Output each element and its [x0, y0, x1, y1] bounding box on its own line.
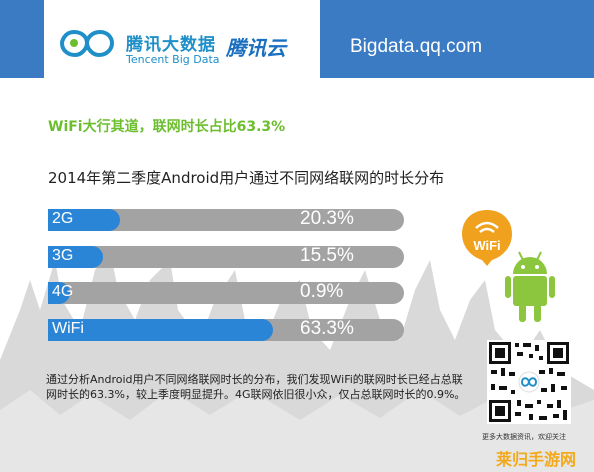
crowd-silhouette-illustration: [0, 250, 594, 472]
bar-value-3g: 15.5%: [300, 245, 354, 266]
bar-label-4g: 4G: [52, 283, 74, 300]
bar-label-2g: 2G: [52, 210, 74, 227]
bar-row-3g: 3G 15.5%: [48, 245, 404, 268]
bar-4g: [48, 282, 70, 304]
bar-wifi: [48, 319, 274, 341]
bar-row-4g: 4G 0.9%: [48, 281, 404, 304]
site-url[interactable]: Bigdata.qq.com: [350, 36, 483, 57]
chart-title: 2014年第二季度Android用户通过不同网络联网的时长分布: [48, 169, 445, 187]
bar-track: [48, 246, 404, 268]
description-text: 通过分析Android用户不同网络联网时长的分布，我们发现WiFi的联网时长已经…: [46, 373, 466, 401]
tencent-cloud-logo: 腾讯云: [226, 36, 286, 60]
qr-caption: 更多大数据资讯，欢迎关注: [482, 433, 566, 441]
bar-value-2g: 20.3%: [300, 208, 354, 229]
watermark-text: 莱归手游网: [496, 450, 577, 469]
wifi-badge-text: WiFi: [473, 238, 500, 253]
headline: WiFi大行其道，联网时长占比63.3%: [48, 119, 286, 135]
android-robot-icon: [505, 251, 555, 322]
qr-code[interactable]: [487, 340, 571, 424]
bar-label-wifi: WiFi: [52, 320, 84, 337]
bar-track: [48, 282, 404, 304]
bar-track: [48, 209, 404, 231]
bar-row-wifi: WiFi 63.3%: [48, 318, 404, 341]
brand-name-en: Tencent Big Data: [126, 53, 220, 66]
bar-label-3g: 3G: [52, 247, 74, 264]
bar-value-4g: 0.9%: [300, 281, 344, 302]
bar-2g: [48, 209, 121, 231]
wifi-badge-icon: WiFi: [462, 210, 512, 266]
tencent-bigdata-logo-icon: [60, 29, 114, 58]
bar-row-2g: 2G 20.3%: [48, 208, 404, 231]
bar-value-wifi: 63.3%: [300, 318, 354, 339]
brand-name-cn: 腾讯大数据: [126, 35, 216, 55]
bar-3g: [48, 246, 104, 268]
